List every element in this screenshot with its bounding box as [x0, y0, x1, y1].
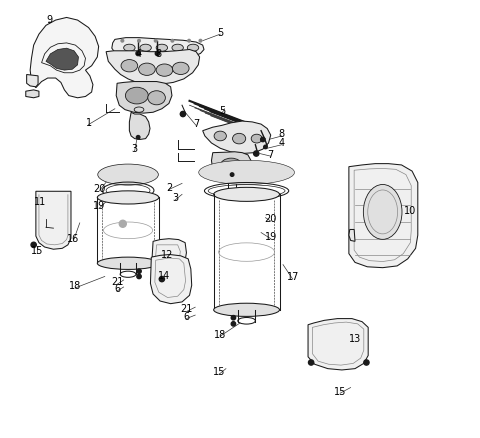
Ellipse shape [140, 45, 151, 52]
Ellipse shape [97, 191, 159, 205]
Text: 21: 21 [180, 304, 192, 314]
Ellipse shape [172, 63, 189, 75]
Text: 18: 18 [69, 281, 82, 290]
Text: 16: 16 [67, 234, 79, 244]
Text: 4: 4 [279, 138, 285, 147]
Text: 7: 7 [268, 149, 274, 159]
Ellipse shape [363, 185, 402, 240]
Text: 5: 5 [217, 28, 223, 38]
Ellipse shape [232, 134, 246, 145]
Text: 6: 6 [114, 283, 120, 293]
Text: 15: 15 [213, 367, 225, 376]
Polygon shape [212, 152, 251, 180]
Circle shape [136, 52, 140, 57]
Circle shape [199, 40, 202, 43]
Text: 18: 18 [214, 329, 227, 339]
Polygon shape [26, 91, 39, 99]
Text: 10: 10 [404, 205, 417, 215]
Text: 15: 15 [334, 386, 346, 396]
Text: 4: 4 [136, 49, 142, 58]
Polygon shape [203, 122, 271, 154]
Text: 7: 7 [193, 119, 199, 128]
Polygon shape [349, 230, 355, 242]
Circle shape [138, 40, 140, 43]
Text: 6: 6 [183, 311, 190, 321]
Ellipse shape [125, 88, 148, 105]
Ellipse shape [199, 161, 294, 185]
Circle shape [309, 360, 314, 365]
Polygon shape [130, 113, 150, 140]
Circle shape [137, 275, 141, 279]
Text: 1: 1 [85, 118, 92, 127]
Text: 12: 12 [161, 250, 174, 260]
Ellipse shape [220, 159, 242, 174]
Circle shape [261, 138, 265, 142]
Text: 19: 19 [264, 232, 277, 241]
Circle shape [253, 152, 259, 157]
Text: 17: 17 [287, 272, 299, 282]
Ellipse shape [214, 132, 227, 141]
Ellipse shape [251, 135, 262, 144]
Circle shape [188, 40, 191, 43]
Polygon shape [349, 164, 418, 268]
Circle shape [180, 112, 186, 117]
Polygon shape [30, 18, 99, 99]
Polygon shape [308, 319, 368, 370]
Text: 11: 11 [34, 197, 47, 206]
Circle shape [121, 40, 124, 43]
Circle shape [137, 269, 141, 274]
Ellipse shape [124, 45, 135, 52]
Text: 3: 3 [132, 144, 138, 154]
Ellipse shape [156, 45, 168, 52]
Ellipse shape [139, 64, 155, 76]
Polygon shape [152, 239, 186, 268]
Text: 20: 20 [93, 184, 106, 193]
Polygon shape [27, 75, 38, 88]
Text: 21: 21 [111, 276, 123, 286]
Ellipse shape [187, 45, 199, 52]
Text: 13: 13 [349, 333, 361, 343]
Polygon shape [150, 255, 192, 304]
Circle shape [159, 277, 165, 282]
Text: 2: 2 [166, 183, 172, 192]
Circle shape [136, 136, 140, 140]
Polygon shape [106, 50, 200, 85]
Polygon shape [116, 82, 172, 114]
Circle shape [364, 360, 369, 365]
Text: 3: 3 [172, 193, 178, 203]
Polygon shape [112, 39, 204, 58]
Text: 20: 20 [264, 214, 277, 224]
Text: 9: 9 [46, 15, 52, 25]
Text: 14: 14 [158, 270, 170, 280]
Circle shape [155, 52, 160, 57]
Ellipse shape [172, 45, 183, 52]
Circle shape [230, 173, 234, 177]
Ellipse shape [97, 258, 159, 270]
Circle shape [171, 40, 174, 43]
Ellipse shape [156, 65, 173, 77]
Circle shape [264, 146, 267, 149]
Text: 15: 15 [31, 246, 43, 255]
Ellipse shape [214, 188, 279, 202]
Text: 5: 5 [219, 106, 226, 115]
Text: 8: 8 [279, 129, 285, 138]
Circle shape [31, 243, 36, 248]
Circle shape [231, 316, 236, 320]
Ellipse shape [214, 304, 279, 317]
Circle shape [119, 221, 126, 228]
Ellipse shape [148, 92, 166, 106]
Circle shape [155, 40, 157, 43]
Text: 8: 8 [156, 49, 162, 58]
Ellipse shape [98, 165, 158, 186]
Text: 19: 19 [94, 201, 106, 211]
Polygon shape [36, 192, 71, 250]
Polygon shape [46, 49, 78, 71]
Circle shape [231, 322, 236, 326]
Ellipse shape [121, 60, 138, 73]
